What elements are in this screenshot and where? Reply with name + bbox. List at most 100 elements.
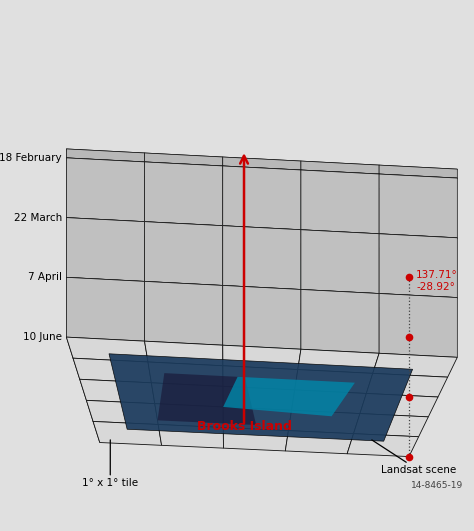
Polygon shape	[295, 250, 373, 274]
Polygon shape	[379, 234, 457, 297]
Polygon shape	[354, 354, 428, 377]
Polygon shape	[73, 170, 80, 200]
Polygon shape	[155, 284, 223, 308]
Polygon shape	[80, 200, 155, 225]
Polygon shape	[223, 207, 295, 231]
Polygon shape	[298, 230, 379, 254]
Polygon shape	[80, 320, 86, 400]
Polygon shape	[347, 374, 419, 397]
Polygon shape	[366, 185, 447, 209]
Polygon shape	[360, 393, 438, 417]
Polygon shape	[66, 277, 148, 302]
Polygon shape	[93, 233, 100, 263]
Polygon shape	[145, 281, 223, 345]
Polygon shape	[354, 225, 428, 249]
Polygon shape	[379, 174, 457, 238]
Polygon shape	[223, 308, 288, 331]
Polygon shape	[301, 161, 379, 174]
Polygon shape	[223, 166, 301, 230]
Polygon shape	[157, 313, 256, 365]
Polygon shape	[151, 323, 223, 347]
Polygon shape	[145, 162, 223, 186]
Polygon shape	[66, 218, 145, 281]
Polygon shape	[298, 289, 379, 314]
Polygon shape	[288, 291, 360, 314]
Polygon shape	[86, 221, 93, 302]
Polygon shape	[158, 305, 223, 329]
Polygon shape	[360, 205, 438, 229]
Polygon shape	[366, 314, 447, 337]
Polygon shape	[360, 333, 438, 357]
Polygon shape	[288, 231, 360, 254]
Polygon shape	[285, 431, 354, 454]
Polygon shape	[288, 222, 360, 245]
Polygon shape	[66, 277, 73, 358]
Polygon shape	[347, 434, 419, 457]
Polygon shape	[86, 281, 93, 362]
Polygon shape	[145, 281, 223, 306]
Polygon shape	[223, 327, 295, 350]
Polygon shape	[93, 242, 100, 323]
Polygon shape	[66, 337, 148, 362]
Polygon shape	[158, 245, 223, 269]
Text: 10 June: 10 June	[23, 332, 62, 342]
Polygon shape	[73, 239, 151, 263]
Polygon shape	[223, 267, 295, 291]
Text: Landsat scene: Landsat scene	[372, 440, 456, 475]
Polygon shape	[347, 254, 419, 277]
Polygon shape	[86, 281, 158, 305]
Polygon shape	[301, 289, 379, 353]
Polygon shape	[155, 225, 223, 249]
Polygon shape	[223, 347, 292, 371]
Polygon shape	[73, 298, 151, 323]
Polygon shape	[80, 379, 155, 404]
Polygon shape	[66, 158, 148, 183]
Polygon shape	[285, 371, 354, 394]
Polygon shape	[66, 277, 145, 341]
Polygon shape	[223, 407, 292, 431]
Polygon shape	[223, 306, 298, 330]
Polygon shape	[301, 170, 379, 234]
Polygon shape	[223, 198, 295, 222]
Polygon shape	[223, 286, 301, 349]
Polygon shape	[151, 195, 223, 219]
Polygon shape	[93, 233, 162, 257]
Polygon shape	[223, 287, 292, 311]
Polygon shape	[80, 320, 155, 344]
Polygon shape	[80, 191, 86, 221]
Text: Brooks Island: Brooks Island	[197, 420, 292, 433]
Polygon shape	[148, 174, 223, 198]
Polygon shape	[298, 349, 379, 373]
Polygon shape	[223, 249, 288, 272]
Polygon shape	[157, 373, 256, 425]
Polygon shape	[360, 274, 438, 297]
Polygon shape	[151, 203, 223, 228]
Polygon shape	[86, 212, 158, 236]
Polygon shape	[285, 311, 354, 335]
Polygon shape	[80, 260, 86, 340]
Polygon shape	[298, 170, 379, 194]
Polygon shape	[285, 243, 354, 266]
Polygon shape	[366, 194, 447, 218]
Polygon shape	[86, 340, 93, 422]
Polygon shape	[73, 179, 80, 260]
Polygon shape	[379, 165, 457, 178]
Polygon shape	[373, 294, 457, 318]
Polygon shape	[347, 245, 419, 268]
Text: 18 February: 18 February	[0, 153, 62, 163]
Polygon shape	[288, 350, 360, 374]
Polygon shape	[223, 219, 292, 243]
Polygon shape	[86, 221, 158, 245]
Polygon shape	[223, 228, 292, 251]
Polygon shape	[151, 383, 223, 407]
Polygon shape	[223, 157, 301, 170]
Polygon shape	[80, 200, 86, 281]
Polygon shape	[80, 191, 155, 216]
Polygon shape	[223, 157, 301, 182]
Polygon shape	[86, 340, 158, 365]
Polygon shape	[73, 298, 80, 379]
Polygon shape	[66, 218, 73, 298]
Polygon shape	[373, 165, 457, 189]
Polygon shape	[285, 251, 354, 275]
Polygon shape	[148, 362, 223, 387]
